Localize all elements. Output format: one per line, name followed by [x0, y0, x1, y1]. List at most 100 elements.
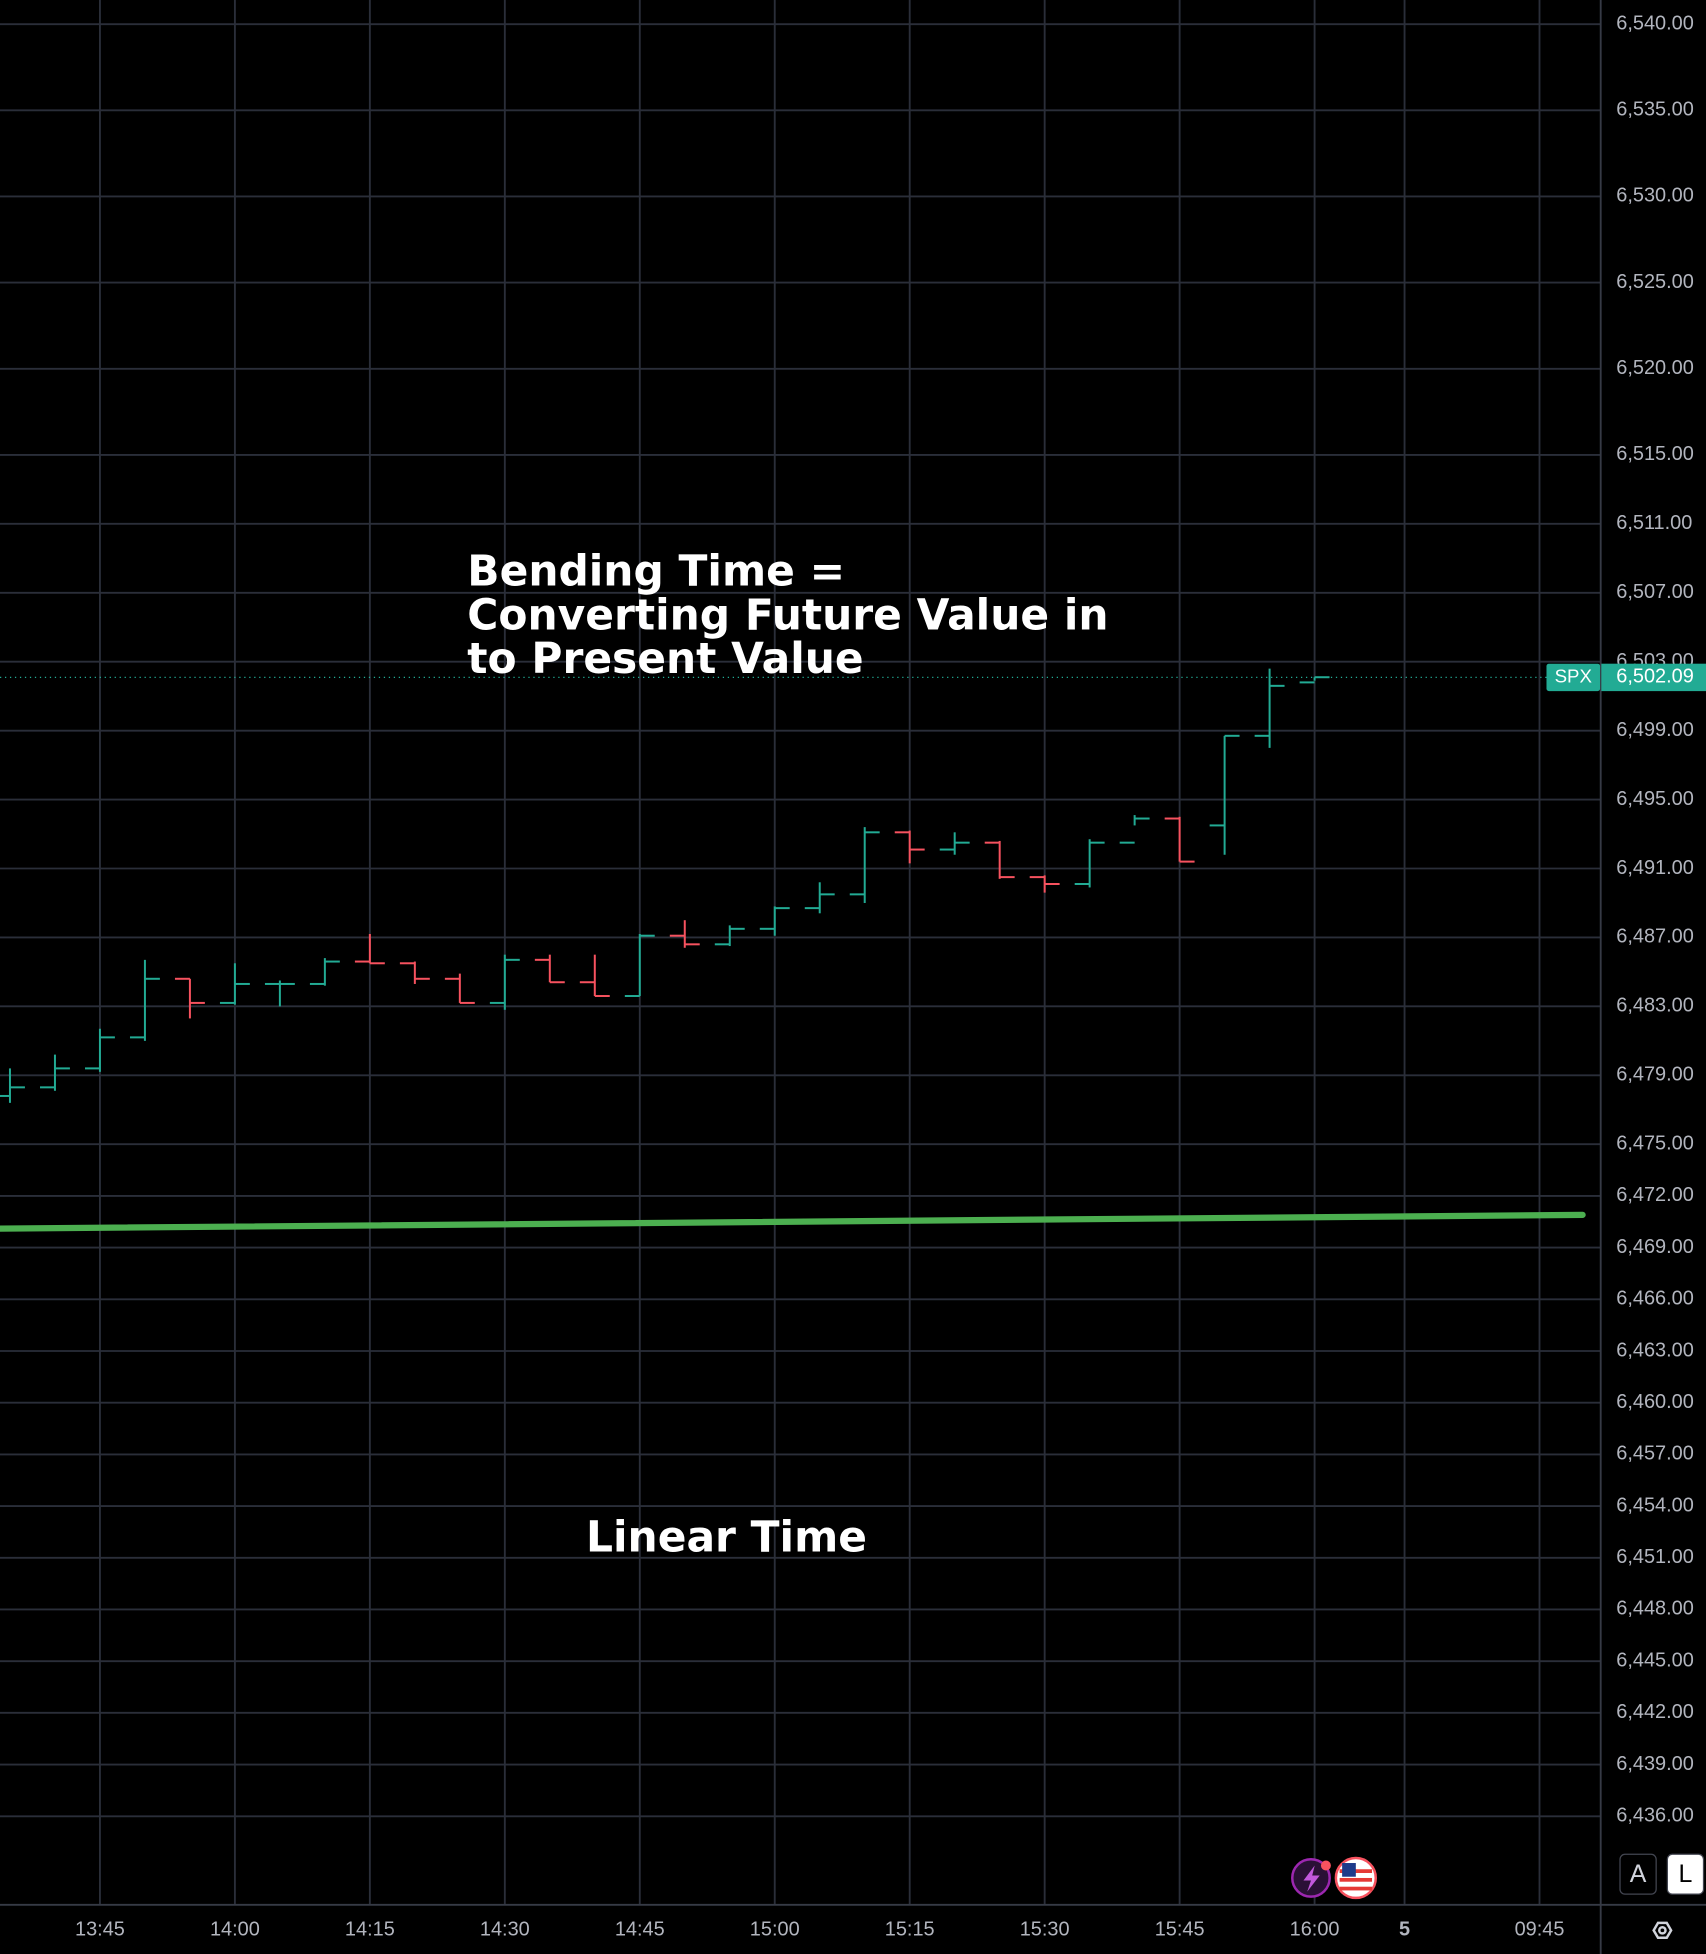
ohlc-bar: [624, 933, 655, 998]
y-tick-label: 6,460.00: [1616, 1391, 1694, 1413]
y-tick-label: 6,511.00: [1616, 512, 1692, 534]
grid: [0, 0, 1601, 1905]
x-tick-label: 15:15: [885, 1919, 935, 1941]
y-tick-label: 6,479.00: [1616, 1064, 1694, 1086]
x-tick-label: 15:30: [1020, 1919, 1070, 1941]
ohlc-bar: [219, 963, 250, 1005]
ohlc-bar: [309, 958, 340, 986]
button-label: A: [1630, 1860, 1647, 1888]
flag-icon[interactable]: [1334, 1856, 1378, 1900]
symbol-label: SPX: [1555, 665, 1593, 686]
ohlc-bar: [984, 840, 1015, 879]
ohlc-bar: [534, 954, 565, 984]
y-tick-label: 6,451.00: [1616, 1546, 1694, 1568]
y-tick-label: 6,448.00: [1616, 1598, 1694, 1620]
ohlc-bar: [1209, 734, 1240, 855]
ohlc-bar: [399, 961, 430, 984]
x-tick-label: 5: [1399, 1919, 1410, 1941]
x-tick-label: 15:45: [1155, 1919, 1205, 1941]
icon-stripe: [1339, 1877, 1373, 1882]
ohlc-bar: [1164, 816, 1195, 863]
axes: 6,540.00 6,535.00 6,530.00 6,525.00 6,520.00…: [75, 12, 1706, 1941]
ohlc-bar: [804, 882, 835, 914]
x-tick-label: 15:00: [750, 1919, 800, 1941]
y-tick-label: 6,454.00: [1616, 1494, 1694, 1516]
ohlc-bar: [129, 959, 160, 1041]
icon-canton: [1342, 1863, 1356, 1877]
ohlc-bar: [759, 906, 790, 936]
button-box: [1619, 1853, 1657, 1895]
ohlc-bar: [894, 830, 925, 864]
symbol-badge: [1546, 663, 1601, 692]
lightning-icon[interactable]: [1291, 1858, 1331, 1898]
annotation-text: Linear Time: [586, 1512, 867, 1561]
y-tick-label: 6,525.00: [1616, 271, 1694, 293]
y-tick-label: 6,439.00: [1616, 1753, 1694, 1775]
button-label: L: [1679, 1860, 1693, 1888]
ohlc-bar: [939, 832, 970, 855]
y-tick-label: 6,491.00: [1616, 857, 1694, 879]
y-tick-label: 6,463.00: [1616, 1339, 1694, 1361]
y-tick-label: 6,540.00: [1616, 12, 1694, 34]
ohlc-bar: [0, 1068, 25, 1103]
last-price-badge: [1601, 663, 1706, 692]
icon-center: [1658, 1925, 1667, 1935]
ohlc-bar: [1119, 815, 1150, 844]
y-tick-label: 6,475.00: [1616, 1132, 1694, 1154]
scale-button[interactable]: A: [1619, 1853, 1657, 1895]
ohlc-bar: [174, 977, 205, 1019]
y-tick-label: 6,535.00: [1616, 99, 1694, 121]
y-tick-label: 6,469.00: [1616, 1236, 1694, 1258]
ohlc-bar: [669, 920, 700, 948]
x-tick-label: 16:00: [1290, 1919, 1340, 1941]
x-tick-label: 14:15: [345, 1919, 395, 1941]
y-tick-label: 6,483.00: [1616, 995, 1694, 1017]
ohlc-bar: [714, 925, 745, 947]
trend-line: [0, 1211, 1586, 1232]
annotation-text: to Present Value: [467, 634, 863, 683]
x-tick-label: 14:30: [480, 1919, 530, 1941]
x-tick-label: 14:00: [210, 1919, 260, 1941]
ohlc-bar: [264, 980, 295, 1007]
y-tick-label: 6,499.00: [1616, 719, 1694, 741]
y-tick-label: 6,466.00: [1616, 1288, 1694, 1310]
y-tick-label: 6,487.00: [1616, 926, 1694, 948]
icon-bolt: [1303, 1865, 1320, 1892]
icon-dot: [1320, 1860, 1331, 1871]
x-tick-label: 13:45: [75, 1919, 125, 1941]
y-tick-label: 6,457.00: [1616, 1443, 1694, 1465]
y-tick-label: 6,520.00: [1616, 357, 1694, 379]
annotation-text: Converting Future Value in: [467, 590, 1108, 639]
x-tick-label: 09:45: [1515, 1919, 1565, 1941]
y-tick-label: 6,507.00: [1616, 581, 1694, 603]
y-tick-label: 6,445.00: [1616, 1649, 1694, 1671]
y-tick-label: 6,530.00: [1616, 185, 1694, 207]
ohlc-bar: [1029, 875, 1060, 893]
x-tick-label: 14:45: [615, 1919, 665, 1941]
plot: Bending Time =Converting Future Value in…: [0, 547, 1601, 1561]
ohlc-bar: [579, 954, 610, 998]
ohlc-bar: [40, 1054, 70, 1091]
ohlc-bar: [849, 827, 880, 903]
y-tick-label: 6,442.00: [1616, 1701, 1694, 1723]
y-tick-label: 6,515.00: [1616, 443, 1694, 465]
settings-icon[interactable]: [1652, 1921, 1673, 1940]
y-tick-label: 6,472.00: [1616, 1184, 1694, 1206]
ohlc-bar: [1254, 668, 1285, 748]
scale-button[interactable]: L: [1666, 1853, 1705, 1895]
ohlc-bar: [1074, 839, 1105, 888]
button-box: [1666, 1853, 1705, 1895]
ohlc-bar: [354, 933, 385, 965]
y-tick-label: 6,436.00: [1616, 1805, 1694, 1827]
annotation-text: Bending Time =: [467, 547, 845, 596]
ohlc-bar: [84, 1028, 115, 1072]
icon-hex: [1652, 1921, 1673, 1940]
icon-stripe: [1339, 1886, 1373, 1891]
y-tick-label: 6,495.00: [1616, 788, 1694, 810]
last-price-label: 6,502.09: [1616, 666, 1694, 688]
